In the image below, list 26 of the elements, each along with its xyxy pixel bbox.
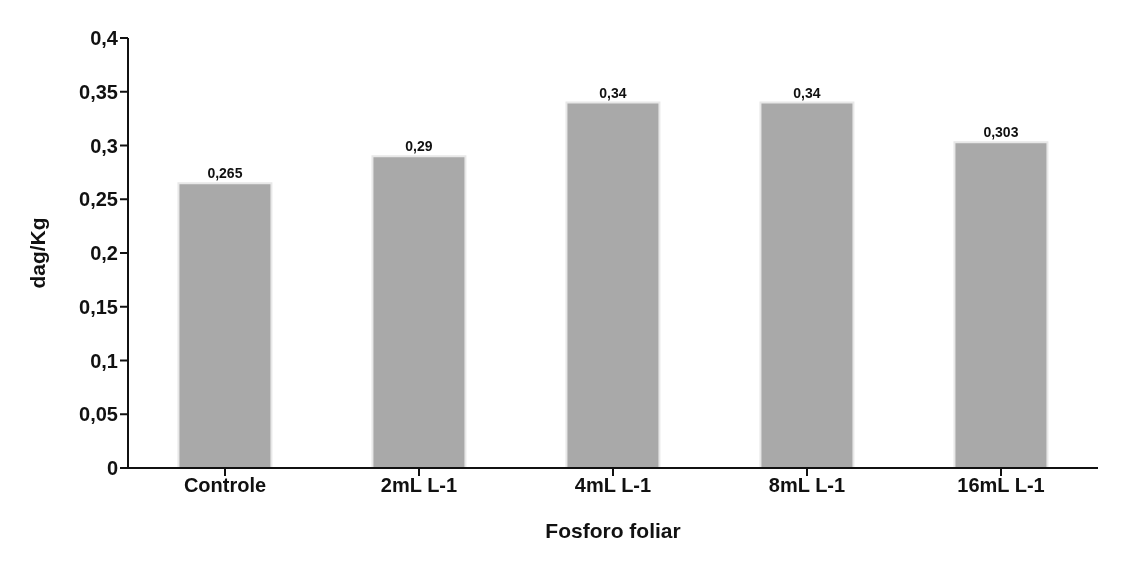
x-tick-label: Controle — [183, 474, 267, 497]
bar — [565, 101, 661, 468]
y-tick-label: 0 — [106, 457, 118, 480]
bar — [953, 141, 1049, 468]
bar — [177, 182, 273, 468]
y-tick-label: 0,35 — [79, 80, 118, 103]
data-label: 0,265 — [207, 165, 243, 182]
x-axis-title: Fosforo foliar — [545, 519, 681, 542]
y-tick-label: 0,25 — [79, 188, 118, 211]
data-label: 0,34 — [599, 84, 627, 101]
y-tick-label: 0,1 — [90, 349, 118, 372]
y-axis-title: dag/Kg — [26, 217, 50, 289]
data-label: 0,303 — [983, 124, 1019, 141]
x-tick-label: 8mL L-1 — [768, 474, 846, 497]
bar — [371, 155, 467, 468]
x-tick-label: 16mL L-1 — [957, 474, 1045, 497]
y-tick-label: 0,2 — [90, 242, 118, 265]
y-tick-label: 0,4 — [90, 27, 119, 50]
x-tick-label: 2mL L-1 — [380, 474, 458, 497]
y-tick-label: 0,15 — [79, 295, 118, 318]
y-tick-label: 0,05 — [79, 403, 118, 426]
x-tick-label: 4mL L-1 — [574, 474, 652, 497]
data-label: 0,29 — [405, 138, 433, 155]
data-label: 0,34 — [793, 84, 821, 101]
y-tick-label: 0,3 — [90, 134, 118, 157]
bar — [759, 101, 855, 468]
